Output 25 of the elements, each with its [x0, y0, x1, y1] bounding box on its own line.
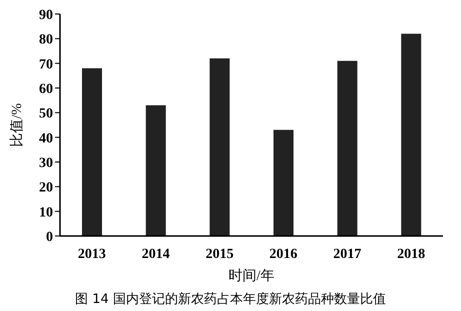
- y-tick-label: 80: [39, 32, 53, 48]
- y-tick-label: 50: [39, 106, 53, 122]
- bar: [210, 58, 230, 236]
- x-tick-label: 2016: [269, 246, 298, 262]
- x-tick-label: 2015: [206, 246, 234, 262]
- y-tick-label: 40: [39, 131, 53, 146]
- y-tick-label: 0: [46, 230, 53, 245]
- y-tick-label: 60: [39, 82, 53, 97]
- x-tick-label: 2014: [142, 246, 170, 262]
- y-tick-label: 90: [39, 8, 53, 23]
- x-tick-label: 2018: [397, 246, 426, 262]
- bar: [274, 130, 294, 236]
- bar: [146, 105, 166, 236]
- y-tick-label: 20: [39, 180, 53, 196]
- y-tick-label: 30: [39, 156, 53, 171]
- x-axis-title: 时间/年: [228, 268, 274, 284]
- bar: [82, 68, 102, 236]
- bar: [337, 60, 358, 236]
- x-tick-label: 2017: [333, 246, 362, 262]
- y-tick-label: 70: [39, 57, 53, 72]
- y-tick-label: 10: [39, 205, 53, 220]
- caption: 图 14 国内登记的新农药占本年度新农药品种数量比值: [74, 291, 387, 308]
- x-tick-label: 2013: [78, 246, 106, 262]
- y-axis-title: 比值/%: [8, 102, 25, 147]
- bar: [401, 34, 422, 236]
